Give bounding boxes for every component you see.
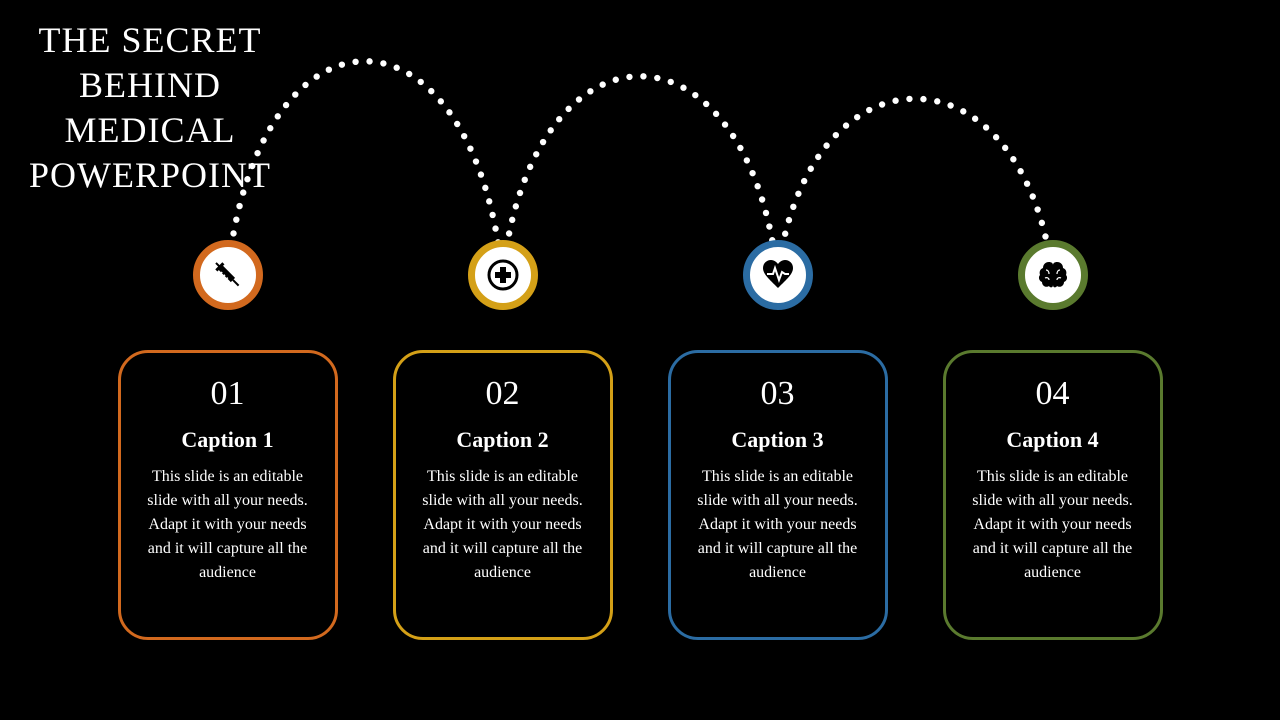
heart-pulse-icon: [743, 240, 813, 310]
card-2: 02 Caption 2 This slide is an editable sli…: [393, 350, 613, 640]
card-1: 01 Caption 1 This slide is an editable sli…: [118, 350, 338, 640]
items-row: 01 Caption 1 This slide is an editable sli…: [0, 240, 1280, 640]
item-1: 01 Caption 1 This slide is an editable sli…: [118, 240, 338, 640]
card-description: This slide is an editable slide with all…: [414, 465, 592, 585]
item-2: 02 Caption 2 This slide is an editable sli…: [393, 240, 613, 640]
slide-title: THE SECRET BEHIND MEDICAL POWERPOINT: [10, 18, 290, 198]
brain-icon: [1018, 240, 1088, 310]
card-4: 04 Caption 4 This slide is an editable sli…: [943, 350, 1163, 640]
card-caption: Caption 3: [689, 427, 867, 453]
item-4: 04 Caption 4 This slide is an editable sli…: [943, 240, 1163, 640]
card-number: 03: [689, 375, 867, 413]
card-caption: Caption 1: [139, 427, 317, 453]
card-caption: Caption 2: [414, 427, 592, 453]
card-description: This slide is an editable slide with all…: [964, 465, 1142, 585]
card-description: This slide is an editable slide with all…: [139, 465, 317, 585]
card-number: 04: [964, 375, 1142, 413]
item-3: 03 Caption 3 This slide is an editable sli…: [668, 240, 888, 640]
card-description: This slide is an editable slide with all…: [689, 465, 867, 585]
syringe-icon: [193, 240, 263, 310]
card-3: 03 Caption 3 This slide is an editable sli…: [668, 350, 888, 640]
card-number: 02: [414, 375, 592, 413]
card-caption: Caption 4: [964, 427, 1142, 453]
card-number: 01: [139, 375, 317, 413]
medical-cross-icon: [468, 240, 538, 310]
